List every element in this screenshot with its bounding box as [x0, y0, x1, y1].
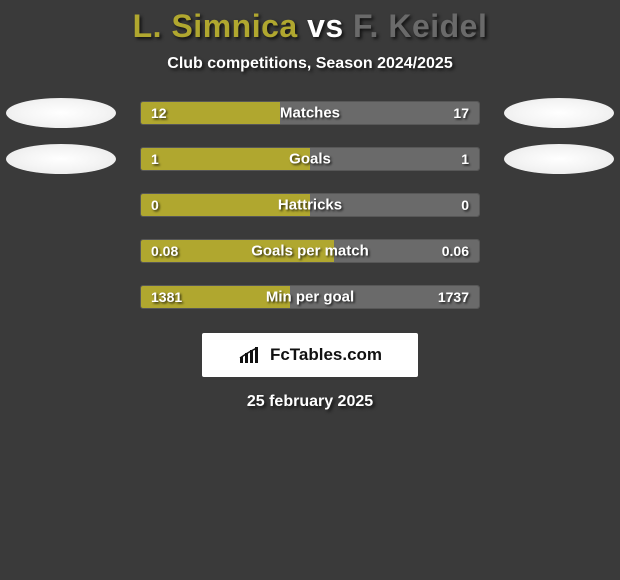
title-player2: F. Keidel	[353, 8, 487, 44]
stat-label: Goals per match	[251, 243, 369, 260]
stat-value-right: 17	[453, 105, 469, 121]
stat-bar: 1381 Min per goal 1737	[140, 285, 480, 309]
player1-avatar	[6, 144, 116, 174]
stat-row-hattricks: 0 Hattricks 0	[0, 193, 620, 217]
stat-label: Hattricks	[278, 197, 342, 214]
title-player1: L. Simnica	[133, 8, 298, 44]
brand-suffix: Tables.com	[290, 345, 382, 364]
bar-chart-icon	[238, 345, 264, 365]
stat-value-right: 0.06	[442, 243, 469, 259]
stat-row-matches: 12 Matches 17	[0, 101, 620, 125]
brand-text: FcTables.com	[270, 345, 382, 365]
stat-label: Min per goal	[266, 289, 354, 306]
stat-bar: 0.08 Goals per match 0.06	[140, 239, 480, 263]
player2-avatar	[504, 98, 614, 128]
brand-prefix: Fc	[270, 345, 290, 364]
stat-row-min-per-goal: 1381 Min per goal 1737	[0, 285, 620, 309]
stat-value-left: 1	[151, 151, 159, 167]
stat-label: Goals	[289, 151, 331, 168]
title-vs: vs	[307, 8, 344, 44]
stat-bar: 12 Matches 17	[140, 101, 480, 125]
stat-row-goals: 1 Goals 1	[0, 147, 620, 171]
page-title: L. Simnica vs F. Keidel	[133, 8, 488, 45]
stat-value-right: 1	[461, 151, 469, 167]
comparison-card: L. Simnica vs F. Keidel Club competition…	[0, 0, 620, 411]
stat-value-left: 0	[151, 197, 159, 213]
player1-avatar	[6, 98, 116, 128]
brand-badge: FcTables.com	[202, 333, 418, 377]
stat-value-left: 0.08	[151, 243, 178, 259]
date-text: 25 february 2025	[247, 393, 373, 411]
stat-row-goals-per-match: 0.08 Goals per match 0.06	[0, 239, 620, 263]
stat-value-right: 0	[461, 197, 469, 213]
stat-value-left: 1381	[151, 289, 182, 305]
stat-bar: 1 Goals 1	[140, 147, 480, 171]
bar-right-fill	[310, 148, 479, 170]
stat-value-left: 12	[151, 105, 167, 121]
stat-bar: 0 Hattricks 0	[140, 193, 480, 217]
bar-left-fill	[141, 148, 310, 170]
player2-avatar	[504, 144, 614, 174]
stat-label: Matches	[280, 105, 340, 122]
subtitle: Club competitions, Season 2024/2025	[167, 55, 452, 73]
stats-list: 12 Matches 17 1 Goals 1 0 Hattricks	[0, 101, 620, 309]
stat-value-right: 1737	[438, 289, 469, 305]
